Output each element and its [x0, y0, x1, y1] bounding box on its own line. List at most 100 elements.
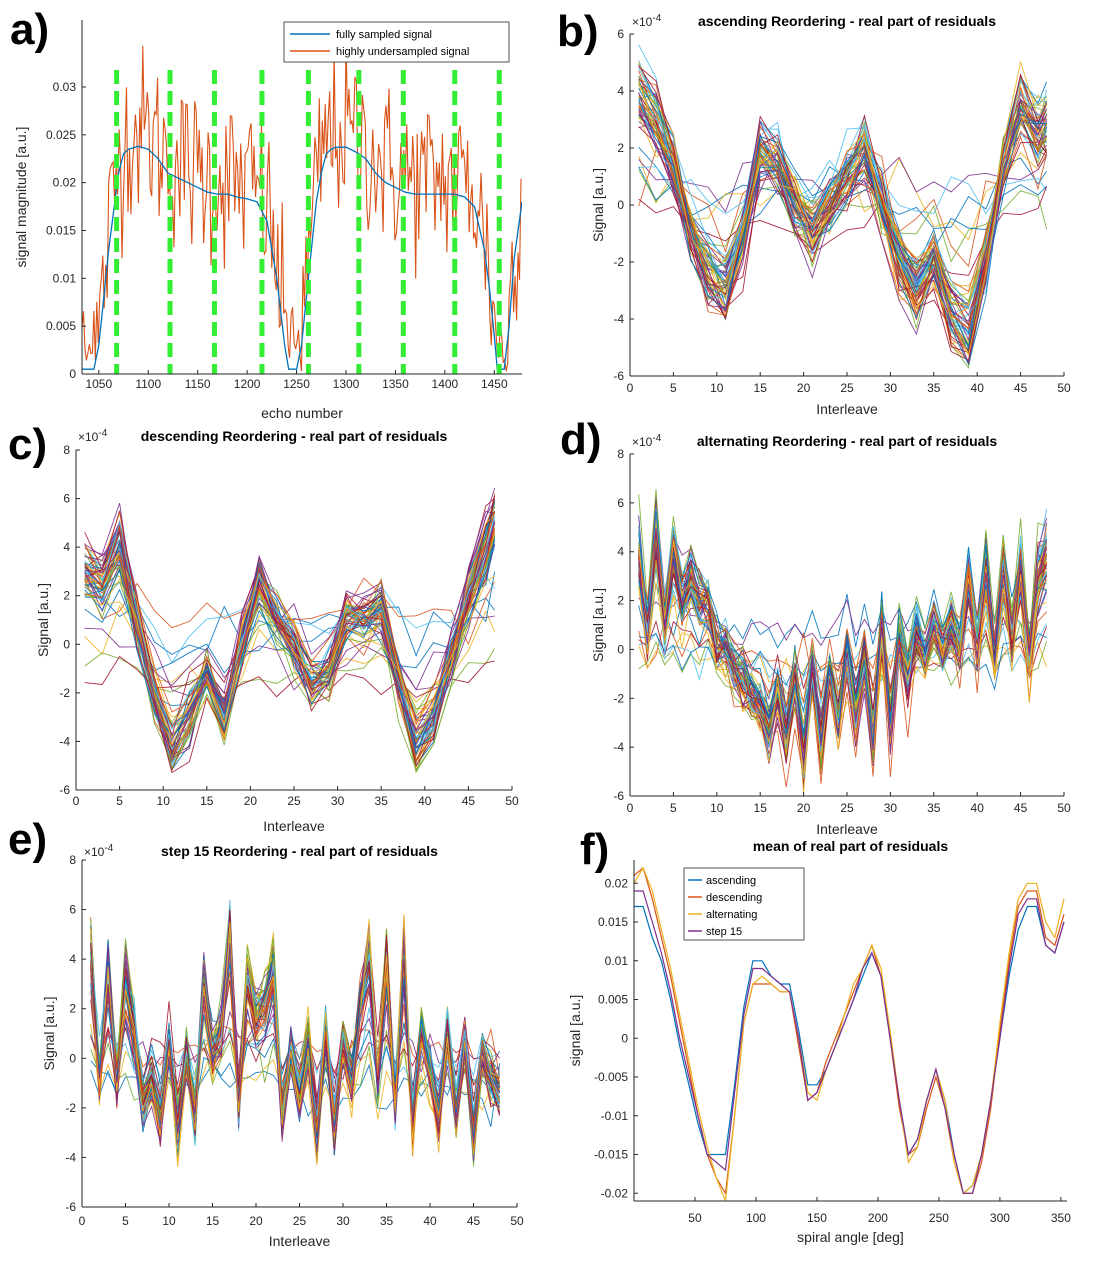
- residual-trace: [84, 577, 495, 646]
- chart-4: 0 5 10 15 20 25 30 35 40 45 50 -6 -4 -2 0 2 4 6 8 Interleav…: [590, 433, 1071, 837]
- x-tick-label: 40: [418, 794, 432, 808]
- residual-trace: [84, 544, 496, 756]
- residual-trace: [84, 575, 495, 739]
- y-tick-label: 2: [617, 594, 624, 608]
- x-tick-label: 1400: [432, 377, 459, 391]
- x-tick-label: 10: [162, 1214, 176, 1228]
- x-tick-label: 20: [797, 381, 811, 395]
- y-tick-label: 0.005: [598, 993, 628, 1007]
- residual-trace: [90, 942, 501, 1117]
- y-axis-label: Signal [a.u.]: [590, 168, 606, 242]
- chart-2: 0 5 10 15 20 25 30 35 40 45 50 -6 -4 -2 0 2 4 6 Interleave…: [590, 13, 1071, 417]
- residual-trace: [638, 116, 1047, 327]
- x-axis-label: Interleave: [816, 821, 878, 837]
- x-tick-label: 50: [510, 1214, 524, 1228]
- series-ascending: [634, 905, 1065, 1195]
- chart-title: ascending Reordering - real part of resi…: [698, 13, 996, 29]
- y-tick-label: -0.02: [601, 1186, 629, 1200]
- x-tick-label: 40: [971, 801, 985, 815]
- x-tick-label: 50: [1057, 801, 1071, 815]
- residual-trace: [638, 554, 1047, 749]
- chart-5: 0 5 10 15 20 25 30 35 40 45 50 -6 -4 -2 0 2 4 6 8 Interleav…: [41, 843, 524, 1249]
- legend-entry: ascending: [706, 875, 756, 887]
- plot-area: [90, 899, 501, 1167]
- x-tick-label: 200: [868, 1211, 888, 1225]
- residual-trace: [638, 70, 1048, 363]
- residual-trace: [84, 596, 495, 657]
- y-exponent-label: ×10-4: [632, 13, 662, 29]
- x-tick-label: 35: [375, 794, 389, 808]
- y-tick-label: -6: [59, 783, 70, 797]
- residual-trace: [84, 520, 496, 763]
- residual-trace: [638, 85, 1047, 361]
- residual-trace: [638, 511, 1048, 747]
- chart-1: 1050 1100 1150 1200 1250 1300 1350 1400 1450 0 0.0…: [13, 20, 522, 421]
- y-exponent-label: ×10-4: [632, 433, 662, 449]
- residual-trace: [638, 527, 1048, 762]
- x-tick-label: 0: [627, 381, 634, 395]
- x-tick-label: 5: [670, 801, 677, 815]
- x-tick-label: 30: [331, 794, 345, 808]
- series-fully-sampled-signal: [82, 145, 522, 370]
- y-axis-label: Signal [a.u.]: [590, 588, 606, 662]
- panel-label-c: c): [8, 420, 48, 469]
- panel-label-e: e): [8, 815, 48, 864]
- residual-trace: [638, 92, 1047, 365]
- y-tick-label: 0.03: [53, 80, 77, 94]
- y-tick-label: 2: [617, 141, 624, 155]
- y-tick-label: 4: [63, 540, 70, 554]
- residual-trace: [638, 95, 1048, 306]
- x-tick-label: 30: [336, 1214, 350, 1228]
- legend-entry: fully sampled signal: [336, 29, 432, 41]
- y-tick-label: 0: [63, 637, 70, 651]
- y-tick-label: 2: [69, 1002, 76, 1016]
- x-axis-label: Interleave: [269, 1233, 331, 1249]
- chart-6: 50 100 150 200 250 300 350 -0.02 -0.015 -0.01 -0.0…: [567, 838, 1071, 1245]
- residual-trace: [638, 117, 1047, 326]
- y-tick-label: -6: [613, 369, 624, 383]
- y-tick-label: 6: [63, 492, 70, 506]
- panel-label-a: a): [10, 5, 50, 54]
- legend-entry: step 15: [706, 926, 742, 938]
- x-tick-label: 100: [746, 1211, 766, 1225]
- y-tick-label: 4: [617, 84, 624, 98]
- y-tick-label: 4: [617, 545, 624, 559]
- y-tick-label: 0.005: [46, 319, 76, 333]
- x-tick-label: 45: [1014, 801, 1028, 815]
- chart-title: step 15 Reordering - real part of residu…: [161, 843, 438, 859]
- chart-title: descending Reordering - real part of res…: [141, 428, 448, 444]
- x-tick-label: 5: [670, 381, 677, 395]
- x-tick-label: 50: [688, 1211, 702, 1225]
- y-tick-label: 0.02: [605, 876, 629, 890]
- x-tick-label: 10: [710, 801, 724, 815]
- x-tick-label: 15: [206, 1214, 220, 1228]
- residual-trace: [638, 87, 1047, 330]
- x-tick-label: 45: [1014, 381, 1028, 395]
- y-tick-label: -0.015: [594, 1148, 628, 1162]
- x-tick-label: 350: [1051, 1211, 1071, 1225]
- x-tick-label: 30: [884, 801, 898, 815]
- y-tick-label: 0: [617, 642, 624, 656]
- chart-title: alternating Reordering - real part of re…: [697, 433, 998, 449]
- legend-entry: alternating: [706, 909, 757, 921]
- x-tick-label: 1350: [382, 377, 409, 391]
- x-tick-label: 50: [1057, 381, 1071, 395]
- y-tick-label: 0.01: [605, 954, 629, 968]
- panel-label-f: f): [580, 825, 610, 874]
- y-tick-label: 2: [63, 589, 70, 603]
- y-exponent-label: ×10-4: [78, 428, 108, 444]
- y-tick-label: 0: [69, 1051, 76, 1065]
- y-tick-label: -2: [65, 1101, 76, 1115]
- legend: fully sampled signal highly undersampled …: [283, 21, 510, 63]
- plot-area: [84, 487, 496, 774]
- plot-area: [638, 44, 1048, 369]
- y-tick-label: -2: [59, 686, 70, 700]
- residual-trace: [90, 953, 500, 1133]
- y-tick-label: -4: [59, 734, 70, 748]
- y-tick-label: 0.015: [598, 915, 628, 929]
- residual-trace: [638, 75, 1048, 333]
- x-tick-label: 1100: [135, 377, 161, 391]
- x-tick-label: 45: [467, 1214, 481, 1228]
- x-tick-label: 1150: [185, 377, 211, 391]
